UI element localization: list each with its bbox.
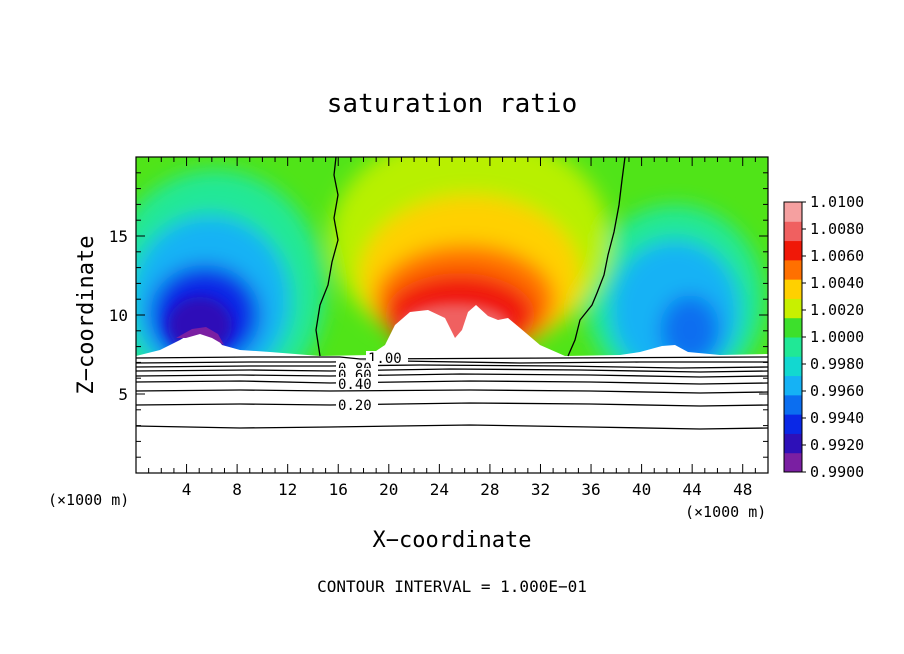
- x-axis-label: X−coordinate: [373, 528, 532, 553]
- contour-label-bg-1: [366, 351, 408, 364]
- x-tick-label: 32: [531, 480, 550, 499]
- x-tick-label: 36: [581, 480, 600, 499]
- colorbar-tick-label: 1.0060: [810, 247, 864, 265]
- colorbar-tick-label: 0.9980: [810, 355, 864, 373]
- colorbar-swatch: [784, 414, 802, 434]
- colorbar-tick-label: 0.9960: [810, 382, 864, 400]
- colorbar-tick-label: 1.0080: [810, 220, 864, 238]
- y-tick-label: 10: [109, 306, 128, 325]
- contour-line-vertical-left: [315, 156, 339, 357]
- x-tick-label: 16: [329, 480, 348, 499]
- colorbar-swatch: [784, 298, 802, 319]
- contour-label-5: 0.20: [338, 398, 372, 414]
- colorbar-tick-label: 0.9900: [810, 463, 864, 481]
- x-unit-right: (×1000 m): [685, 503, 766, 521]
- y-tick-label: 15: [109, 227, 128, 246]
- colorbar-swatch: [784, 240, 802, 261]
- x-axis-ticks: 4 8 12 16 20 24 28 32 36 40 44 48: [148, 157, 756, 499]
- contour-line-1: [135, 356, 769, 360]
- contour-line-5: [135, 373, 769, 378]
- chart-title: saturation ratio: [327, 89, 577, 119]
- x-tick-label: 4: [182, 480, 192, 499]
- contour-line-7: [135, 389, 769, 394]
- colorbar-swatch: [784, 356, 802, 377]
- contour-label-group: 1.00 0.80 0.60 0.40 0.20: [336, 351, 408, 414]
- colorbar-swatch: [784, 259, 802, 280]
- contour-line-6: [135, 380, 769, 385]
- contour-label-4: 0.40: [338, 377, 372, 393]
- contour-line-4: [135, 368, 769, 373]
- field-smooth-layer: [136, 157, 765, 410]
- contour-line-vertical-right: [567, 156, 626, 357]
- x-tick-label: 24: [430, 480, 449, 499]
- colorbar-tick-label: 0.9920: [810, 436, 864, 454]
- colorbar-tick-label: 0.9940: [810, 409, 864, 427]
- x-tick-label: 12: [278, 480, 297, 499]
- colorbar-tick-label: 1.0040: [810, 274, 864, 292]
- contour-label-bg-4: [336, 377, 378, 390]
- contour-line-8: [135, 402, 769, 407]
- colorbar-swatch: [784, 221, 802, 242]
- contour-interval-footer: CONTOUR INTERVAL = 1.000E−01: [317, 577, 587, 596]
- y-axis-ticks: 5 10 15: [109, 172, 768, 458]
- x-tick-label: 20: [379, 480, 398, 499]
- colorbar-tick-label: 1.0000: [810, 328, 864, 346]
- y-tick-label: 5: [118, 385, 128, 404]
- surface-white-region: [136, 305, 768, 473]
- colorbar-tick-label: 1.0020: [810, 301, 864, 319]
- colorbar-tick-label: 1.0100: [810, 193, 864, 211]
- x-unit-left: (×1000 m): [48, 491, 129, 509]
- left-bubble-fringe: [176, 327, 224, 345]
- y-axis-label: Z−coordinate: [74, 236, 99, 395]
- colorbar-swatch: [784, 375, 802, 396]
- colorbar-swatch: [784, 452, 802, 473]
- x-tick-label: 28: [480, 480, 499, 499]
- colorbar-swatch: [784, 433, 802, 454]
- x-tick-label: 8: [232, 480, 242, 499]
- contour-label-bg-5: [336, 398, 378, 411]
- x-tick-label: 40: [632, 480, 651, 499]
- contour-line-3: [135, 364, 769, 369]
- contour-line-9: [135, 424, 769, 430]
- contour-lines: [135, 156, 769, 430]
- x-tick-label: 44: [683, 480, 702, 499]
- colorbar-swatch: [784, 202, 802, 222]
- colorbar: 1.0100 1.0080 1.0060 1.0040 1.0020 1.0000 0.99…: [783, 193, 864, 481]
- colorbar-swatch: [784, 337, 802, 357]
- colorbar-swatch: [784, 317, 802, 338]
- colorbar-swatch: [784, 279, 802, 299]
- colorbar-swatch: [784, 394, 802, 415]
- saturation-field: [136, 157, 768, 473]
- x-tick-label: 48: [733, 480, 752, 499]
